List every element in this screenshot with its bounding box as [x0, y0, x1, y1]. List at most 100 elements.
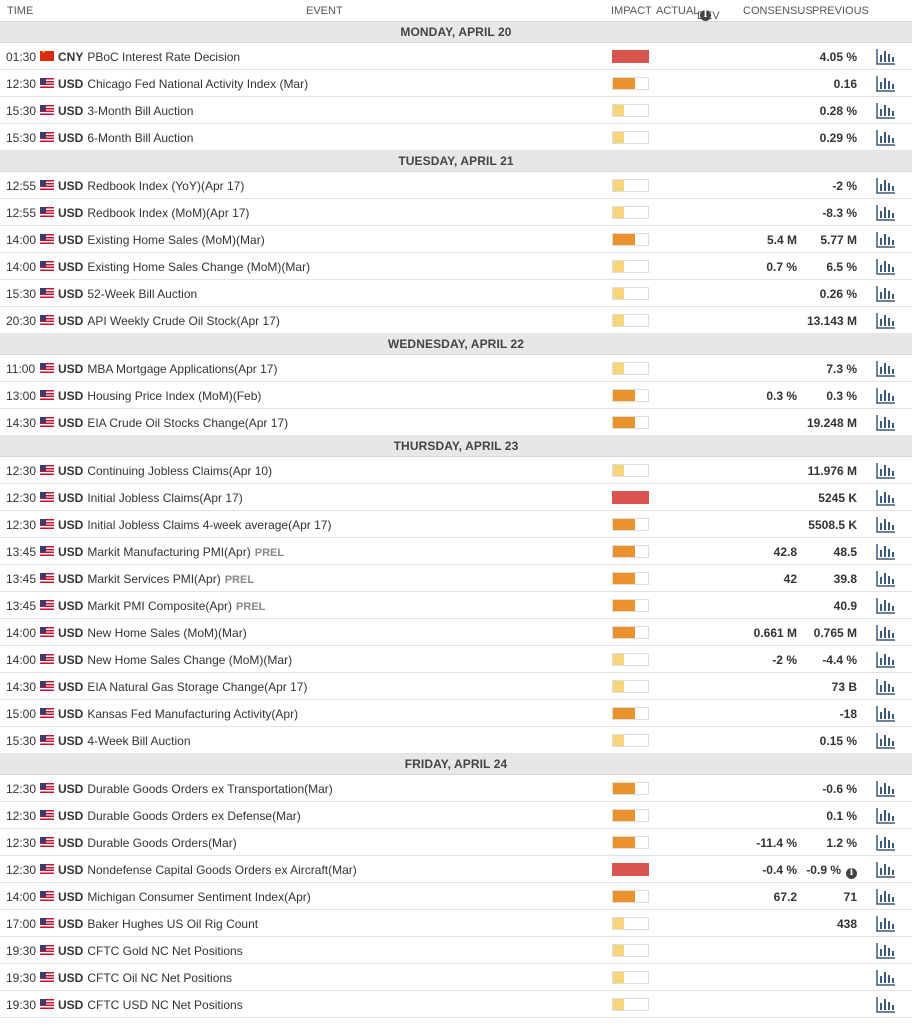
- event-title[interactable]: API Weekly Crude Oil Stock(Apr 17): [87, 314, 280, 328]
- info-icon[interactable]: i: [700, 10, 711, 21]
- chart-icon[interactable]: [876, 204, 896, 221]
- chart-icon[interactable]: [876, 516, 896, 533]
- chart-icon[interactable]: [876, 102, 896, 119]
- table-row[interactable]: 12:30 USD Initial Jobless Claims(Apr 17) 52…: [0, 484, 912, 511]
- event-title[interactable]: Markit Manufacturing PMI(Apr): [87, 545, 251, 559]
- chart-icon[interactable]: [876, 861, 896, 878]
- chart-icon[interactable]: [876, 129, 896, 146]
- event-name[interactable]: USD Existing Home Sales Change (MoM)(Mar): [58, 260, 310, 274]
- event-title[interactable]: 52-Week Bill Auction: [87, 287, 198, 301]
- chart-icon[interactable]: [876, 942, 896, 959]
- event-name[interactable]: USD Durable Goods Orders(Mar): [58, 836, 237, 850]
- event-title[interactable]: Durable Goods Orders ex Transportation(M…: [87, 782, 333, 796]
- event-name[interactable]: USD Baker Hughes US Oil Rig Count: [58, 917, 258, 931]
- header-actual[interactable]: ACTUAL: [656, 5, 700, 17]
- table-row[interactable]: 15:30 USD 52-Week Bill Auction 0.26 %: [0, 280, 912, 307]
- table-row[interactable]: 14:00 USD Existing Home Sales (MoM)(Mar) 5.…: [0, 226, 912, 253]
- chart-icon[interactable]: [876, 807, 896, 824]
- event-name[interactable]: USD Michigan Consumer Sentiment Index(Apr…: [58, 890, 311, 904]
- chart-icon[interactable]: [876, 624, 896, 641]
- table-row[interactable]: 12:30 USD Continuing Jobless Claims(Apr 10…: [0, 457, 912, 484]
- chart-icon[interactable]: [876, 360, 896, 377]
- chart-icon[interactable]: [876, 780, 896, 797]
- table-row[interactable]: 14:00 USD Existing Home Sales Change (MoM)…: [0, 253, 912, 280]
- event-title[interactable]: Kansas Fed Manufacturing Activity(Apr): [87, 707, 299, 721]
- event-name[interactable]: USD New Home Sales (MoM)(Mar): [58, 626, 247, 640]
- event-title[interactable]: EIA Crude Oil Stocks Change(Apr 17): [87, 416, 289, 430]
- header-consensus[interactable]: CONSENSUS: [743, 5, 813, 17]
- chart-icon[interactable]: [876, 312, 896, 329]
- event-title[interactable]: Markit PMI Composite(Apr): [87, 599, 233, 613]
- event-title[interactable]: MBA Mortgage Applications(Apr 17): [87, 362, 278, 376]
- event-title[interactable]: Durable Goods Orders ex Defense(Mar): [87, 809, 301, 823]
- event-name[interactable]: USD Initial Jobless Claims 4-week average…: [58, 518, 331, 532]
- event-title[interactable]: Durable Goods Orders(Mar): [87, 836, 237, 850]
- chart-icon[interactable]: [876, 969, 896, 986]
- event-title[interactable]: New Home Sales Change (MoM)(Mar): [87, 653, 293, 667]
- event-name[interactable]: USD EIA Natural Gas Storage Change(Apr 17…: [58, 680, 307, 694]
- table-row[interactable]: 19:30 USD CFTC Oil NC Net Positions: [0, 964, 912, 991]
- event-title[interactable]: PBoC Interest Rate Decision: [87, 50, 241, 64]
- table-row[interactable]: 14:00 USD New Home Sales Change (MoM)(Mar)…: [0, 646, 912, 673]
- event-name[interactable]: USD Redbook Index (MoM)(Apr 17): [58, 206, 249, 220]
- chart-icon[interactable]: [876, 996, 896, 1013]
- event-title[interactable]: Michigan Consumer Sentiment Index(Apr): [87, 890, 311, 904]
- table-row[interactable]: 12:30 USD Durable Goods Orders(Mar) -11.4 %…: [0, 829, 912, 856]
- table-row[interactable]: 17:00 USD Baker Hughes US Oil Rig Count 438: [0, 910, 912, 937]
- chart-icon[interactable]: [876, 570, 896, 587]
- chart-icon[interactable]: [876, 651, 896, 668]
- chart-icon[interactable]: [876, 915, 896, 932]
- event-name[interactable]: USD Redbook Index (YoY)(Apr 17): [58, 179, 244, 193]
- event-title[interactable]: 4-Week Bill Auction: [87, 734, 191, 748]
- info-icon[interactable]: i: [846, 868, 857, 879]
- table-row[interactable]: 13:45 USD Markit Services PMI(Apr) PREL 42 39…: [0, 565, 912, 592]
- event-title[interactable]: Housing Price Index (MoM)(Feb): [87, 389, 262, 403]
- chart-icon[interactable]: [876, 888, 896, 905]
- event-title[interactable]: Nondefense Capital Goods Orders ex Aircr…: [87, 863, 357, 877]
- chart-icon[interactable]: [876, 177, 896, 194]
- chart-icon[interactable]: [876, 705, 896, 722]
- event-name[interactable]: USD 52-Week Bill Auction: [58, 287, 197, 301]
- event-name[interactable]: USD Durable Goods Orders ex Transportatio…: [58, 782, 333, 796]
- header-event[interactable]: EVENT: [306, 5, 343, 17]
- event-name[interactable]: USD Nondefense Capital Goods Orders ex Ai…: [58, 863, 357, 877]
- event-title[interactable]: Existing Home Sales (MoM)(Mar): [87, 233, 265, 247]
- chart-icon[interactable]: [876, 285, 896, 302]
- event-name[interactable]: USD Chicago Fed National Activity Index (…: [58, 77, 308, 91]
- event-title[interactable]: Redbook Index (MoM)(Apr 17): [87, 206, 250, 220]
- table-row[interactable]: 11:00 USD MBA Mortgage Applications(Apr 17…: [0, 355, 912, 382]
- table-row[interactable]: 15:30 USD 4-Week Bill Auction 0.15 %: [0, 727, 912, 754]
- event-name[interactable]: USD Existing Home Sales (MoM)(Mar): [58, 233, 265, 247]
- event-name[interactable]: USD EIA Crude Oil Stocks Change(Apr 17): [58, 416, 288, 430]
- event-title[interactable]: Redbook Index (YoY)(Apr 17): [87, 179, 245, 193]
- event-name[interactable]: CNY PBoC Interest Rate Decision: [58, 50, 240, 64]
- table-row[interactable]: 14:30 USD EIA Natural Gas Storage Change(A…: [0, 673, 912, 700]
- event-title[interactable]: EIA Natural Gas Storage Change(Apr 17): [87, 680, 308, 694]
- event-title[interactable]: CFTC Oil NC Net Positions: [87, 971, 233, 985]
- event-title[interactable]: Chicago Fed National Activity Index (Mar…: [87, 77, 309, 91]
- chart-icon[interactable]: [876, 732, 896, 749]
- table-row[interactable]: 20:30 USD API Weekly Crude Oil Stock(Apr 1…: [0, 307, 912, 334]
- chart-icon[interactable]: [876, 834, 896, 851]
- event-name[interactable]: USD 6-Month Bill Auction: [58, 131, 193, 145]
- chart-icon[interactable]: [876, 414, 896, 431]
- event-title[interactable]: Baker Hughes US Oil Rig Count: [87, 917, 259, 931]
- table-row[interactable]: 19:30 USD CFTC Gold NC Net Positions: [0, 937, 912, 964]
- table-row[interactable]: 14:00 USD Michigan Consumer Sentiment Inde…: [0, 883, 912, 910]
- table-row[interactable]: 14:30 USD EIA Crude Oil Stocks Change(Apr …: [0, 409, 912, 436]
- header-impact[interactable]: IMPACT: [611, 5, 652, 17]
- event-name[interactable]: USD 3-Month Bill Auction: [58, 104, 193, 118]
- event-name[interactable]: USD Markit Manufacturing PMI(Apr) PREL: [58, 545, 284, 559]
- chart-icon[interactable]: [876, 231, 896, 248]
- event-name[interactable]: USD Housing Price Index (MoM)(Feb): [58, 389, 261, 403]
- event-title[interactable]: Initial Jobless Claims 4-week average(Ap…: [87, 518, 332, 532]
- event-name[interactable]: USD CFTC USD NC Net Positions: [58, 998, 243, 1012]
- event-name[interactable]: USD Markit PMI Composite(Apr) PREL: [58, 599, 265, 613]
- event-title[interactable]: CFTC USD NC Net Positions: [87, 998, 243, 1012]
- event-title[interactable]: Initial Jobless Claims(Apr 17): [87, 491, 243, 505]
- event-title[interactable]: New Home Sales (MoM)(Mar): [87, 626, 247, 640]
- event-name[interactable]: USD Markit Services PMI(Apr) PREL: [58, 572, 254, 586]
- table-row[interactable]: 15:00 USD Kansas Fed Manufacturing Activit…: [0, 700, 912, 727]
- table-row[interactable]: 13:00 USD Housing Price Index (MoM)(Feb) 0.…: [0, 382, 912, 409]
